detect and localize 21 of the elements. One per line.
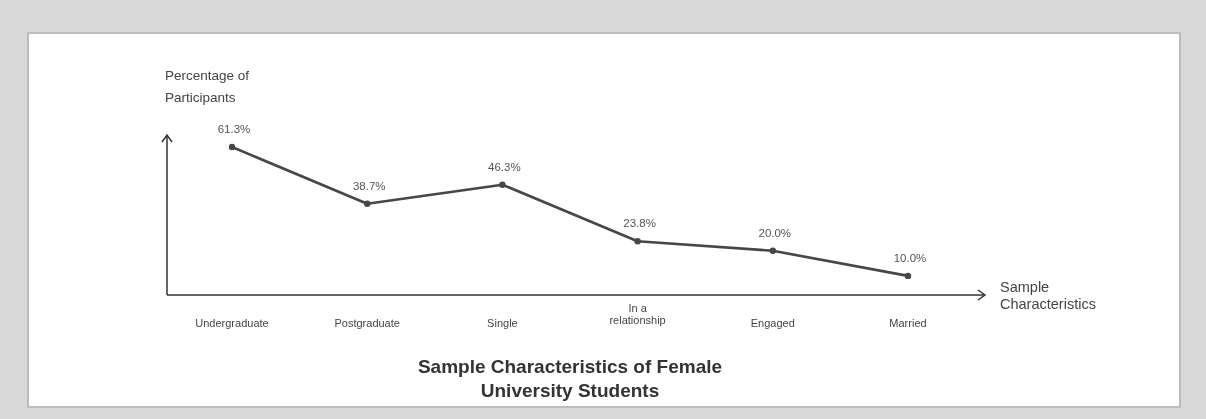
data-label: 10.0% <box>893 251 927 264</box>
data-label: 61.3% <box>217 123 251 135</box>
point <box>769 247 776 254</box>
point <box>499 181 506 188</box>
x-tick-label: Undergraduate <box>195 317 269 329</box>
x-tick-label: Single <box>487 317 518 329</box>
data-label: 20.0% <box>758 226 792 239</box>
x-tick-label: Married <box>889 317 927 329</box>
text: Sample Characteristics of Female University Students <box>417 356 723 401</box>
point <box>228 143 236 151</box>
x-tick-label: In a relationship <box>609 302 666 326</box>
point <box>364 200 371 207</box>
x-tick-label: Engaged <box>750 317 795 329</box>
x-tick-label: Postgraduate <box>334 317 400 329</box>
data-label: 23.8% <box>623 217 656 230</box>
data-label: 38.7% <box>352 179 386 192</box>
point <box>634 238 641 245</box>
y-axis-title: Percentage of Participants <box>165 68 250 105</box>
point <box>904 272 912 280</box>
data-label: 46.3% <box>488 160 521 173</box>
x-axis-title: Sample Characteristics <box>1000 279 1096 312</box>
